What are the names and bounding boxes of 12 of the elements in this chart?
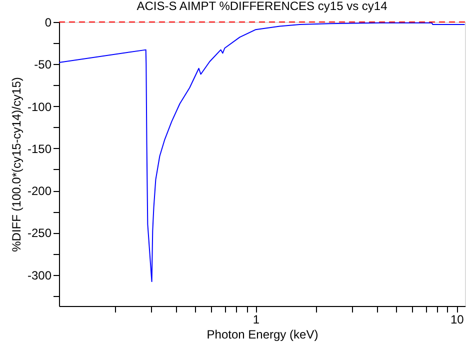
x-tick-label: 10 bbox=[450, 312, 464, 326]
y-tick-label: 0 bbox=[44, 16, 52, 30]
chart-title: ACIS-S AIMPT %DIFFERENCES cy15 vs cy14 bbox=[136, 0, 388, 13]
y-tick-label: -300 bbox=[27, 268, 52, 282]
y-axis-title: %DIFF (100.0*(cy15-cy14)/cy15) bbox=[9, 77, 24, 252]
y-tick-label: -150 bbox=[27, 142, 52, 156]
y-tick-label: -200 bbox=[27, 184, 52, 198]
y-tick-label: -50 bbox=[34, 58, 52, 72]
y-tick-label: -250 bbox=[27, 226, 52, 240]
x-axis-title: Photon Energy (keV) bbox=[206, 328, 318, 342]
y-tick-label: -100 bbox=[27, 100, 52, 114]
x-tick-label: 1 bbox=[252, 312, 260, 326]
